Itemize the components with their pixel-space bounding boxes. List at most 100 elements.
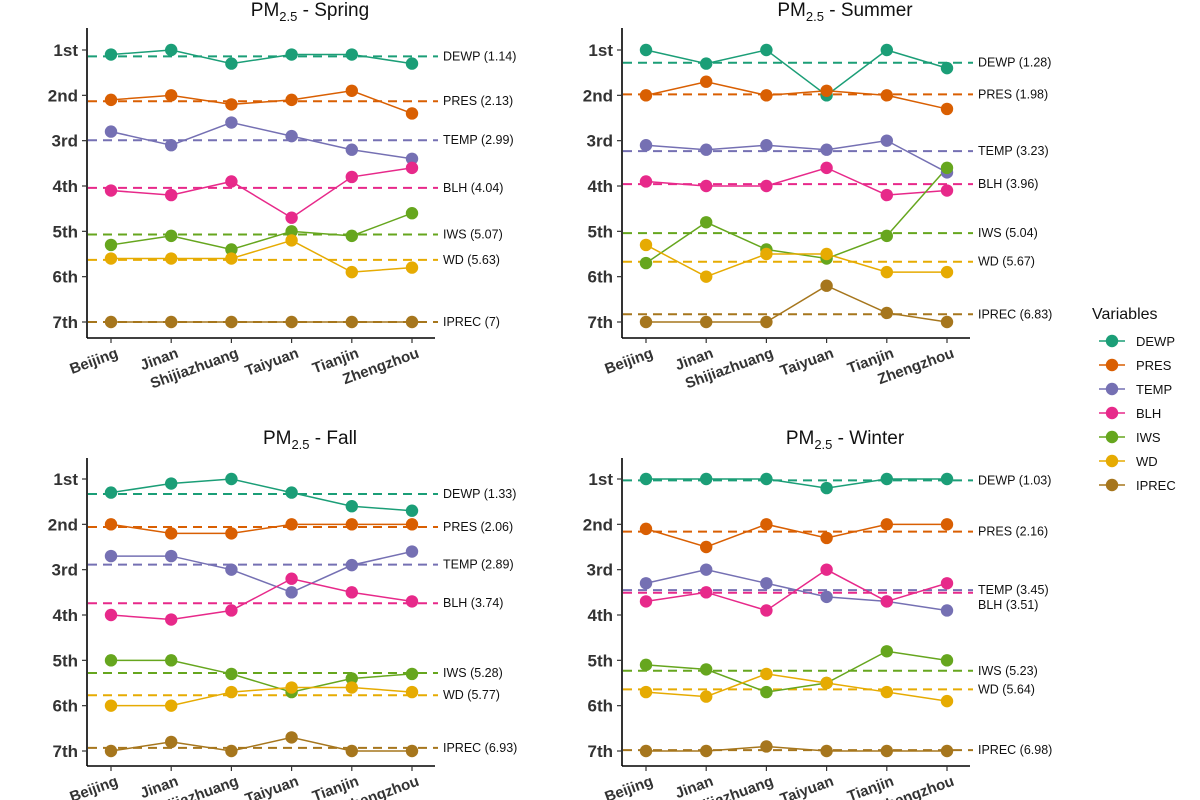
- data-point-blh: [165, 188, 178, 202]
- mean-label-pres: PRES (2.16): [978, 525, 1048, 539]
- data-point-pres: [165, 89, 178, 102]
- data-point-blh: [405, 595, 419, 608]
- mean-label-iprec: IPREC (7): [443, 315, 500, 329]
- data-point-wd: [104, 252, 118, 265]
- legend-label: IWS: [1136, 430, 1161, 445]
- mean-label-iws: IWS (5.04): [978, 226, 1038, 240]
- x-tick-label: Taiyuan: [243, 345, 301, 380]
- data-point-dewp: [820, 481, 833, 495]
- data-point-blh: [225, 175, 238, 188]
- data-point-wd: [820, 676, 833, 690]
- data-point-iprec: [639, 744, 653, 758]
- data-point-iprec: [940, 744, 954, 758]
- data-point-blh: [700, 586, 713, 599]
- data-point-iws: [700, 216, 713, 229]
- panel-title: PM2.5 - Fall: [263, 428, 357, 452]
- series-line-iprec: [110, 736, 412, 752]
- legend-item-pres: PRES: [1099, 358, 1172, 373]
- data-point-temp: [700, 143, 713, 156]
- series-line-wd: [645, 244, 947, 278]
- data-point-blh: [760, 604, 773, 617]
- data-point-dewp: [880, 472, 893, 486]
- series-line-iws: [111, 659, 413, 693]
- data-point-wd: [880, 265, 893, 279]
- data-point-iws: [940, 161, 954, 175]
- x-tick-label: Taiyuan: [778, 345, 836, 380]
- data-point-blh: [940, 577, 954, 590]
- data-point-dewp: [225, 57, 238, 70]
- data-point-blh: [285, 211, 298, 224]
- data-point-iprec: [104, 315, 118, 329]
- series-line-iws: [645, 167, 948, 264]
- legend-label: BLH: [1136, 406, 1161, 421]
- data-point-temp: [345, 143, 358, 156]
- data-point-iws: [225, 667, 238, 681]
- data-point-pres: [405, 107, 419, 120]
- series-line-pres: [645, 523, 947, 548]
- data-point-iprec: [760, 315, 773, 329]
- legend-title: Variables: [1092, 306, 1158, 323]
- series-line-blh: [645, 568, 948, 612]
- data-point-dewp: [760, 43, 773, 57]
- data-point-dewp: [104, 486, 118, 499]
- y-tick-label: 5th: [53, 651, 79, 670]
- data-point-pres: [880, 89, 893, 102]
- mean-label-iws: IWS (5.23): [978, 664, 1038, 678]
- data-point-wd: [345, 265, 358, 279]
- data-point-pres: [639, 522, 653, 536]
- mean-label-blh: BLH (3.74): [443, 596, 503, 610]
- series-line-temp: [110, 121, 413, 160]
- data-point-temp: [285, 586, 298, 599]
- data-point-iws: [880, 229, 893, 243]
- legend-item-wd: WD: [1099, 454, 1158, 469]
- data-point-wd: [940, 265, 954, 279]
- data-point-dewp: [639, 43, 653, 57]
- data-point-wd: [639, 238, 653, 252]
- data-point-dewp: [700, 472, 713, 486]
- data-point-blh: [225, 604, 238, 617]
- data-point-pres: [345, 518, 358, 531]
- data-point-blh: [104, 608, 118, 622]
- data-point-pres: [700, 75, 713, 88]
- data-point-pres: [285, 518, 298, 531]
- data-point-iprec: [820, 279, 833, 292]
- data-point-blh: [405, 161, 419, 175]
- legend-label: PRES: [1136, 358, 1172, 373]
- data-point-dewp: [405, 504, 419, 517]
- data-point-temp: [225, 116, 238, 129]
- data-point-iprec: [760, 740, 773, 753]
- legend-key-dot: [1105, 334, 1119, 348]
- series-line-wd: [111, 686, 413, 707]
- y-tick-label: 2nd: [583, 515, 613, 534]
- data-point-temp: [405, 545, 419, 558]
- data-point-pres: [165, 527, 178, 540]
- data-point-temp: [760, 577, 773, 590]
- data-point-dewp: [760, 472, 773, 486]
- data-point-temp: [104, 125, 118, 138]
- data-point-wd: [285, 234, 298, 247]
- y-tick-label: 6th: [588, 268, 614, 287]
- data-point-iws: [285, 225, 298, 238]
- y-tick-label: 2nd: [583, 86, 613, 105]
- data-point-iprec: [345, 315, 358, 329]
- data-point-pres: [225, 98, 238, 111]
- data-point-temp: [760, 139, 773, 152]
- data-point-iprec: [285, 731, 298, 744]
- legend-key-dot: [1105, 454, 1119, 468]
- chart-panel-3: PM2.5 - Fall 1st 2nd 3rd 4th 5th 6th 7th Beijing…: [48, 428, 518, 800]
- data-point-wd: [225, 685, 238, 699]
- data-point-blh: [639, 595, 653, 608]
- series-line-iws: [110, 212, 413, 251]
- data-point-blh: [820, 161, 833, 175]
- data-point-temp: [165, 549, 178, 563]
- mean-label-wd: WD (5.67): [978, 255, 1035, 269]
- data-point-wd: [760, 247, 773, 261]
- mean-label-pres: PRES (2.06): [443, 520, 513, 534]
- data-point-pres: [940, 102, 954, 116]
- mean-label-temp: TEMP (2.89): [443, 558, 514, 572]
- y-tick-label: 5th: [588, 222, 614, 241]
- data-point-pres: [225, 527, 238, 540]
- mean-label-pres: PRES (1.98): [978, 87, 1048, 101]
- data-point-blh: [285, 572, 298, 585]
- mean-label-iprec: IPREC (6.93): [443, 741, 517, 755]
